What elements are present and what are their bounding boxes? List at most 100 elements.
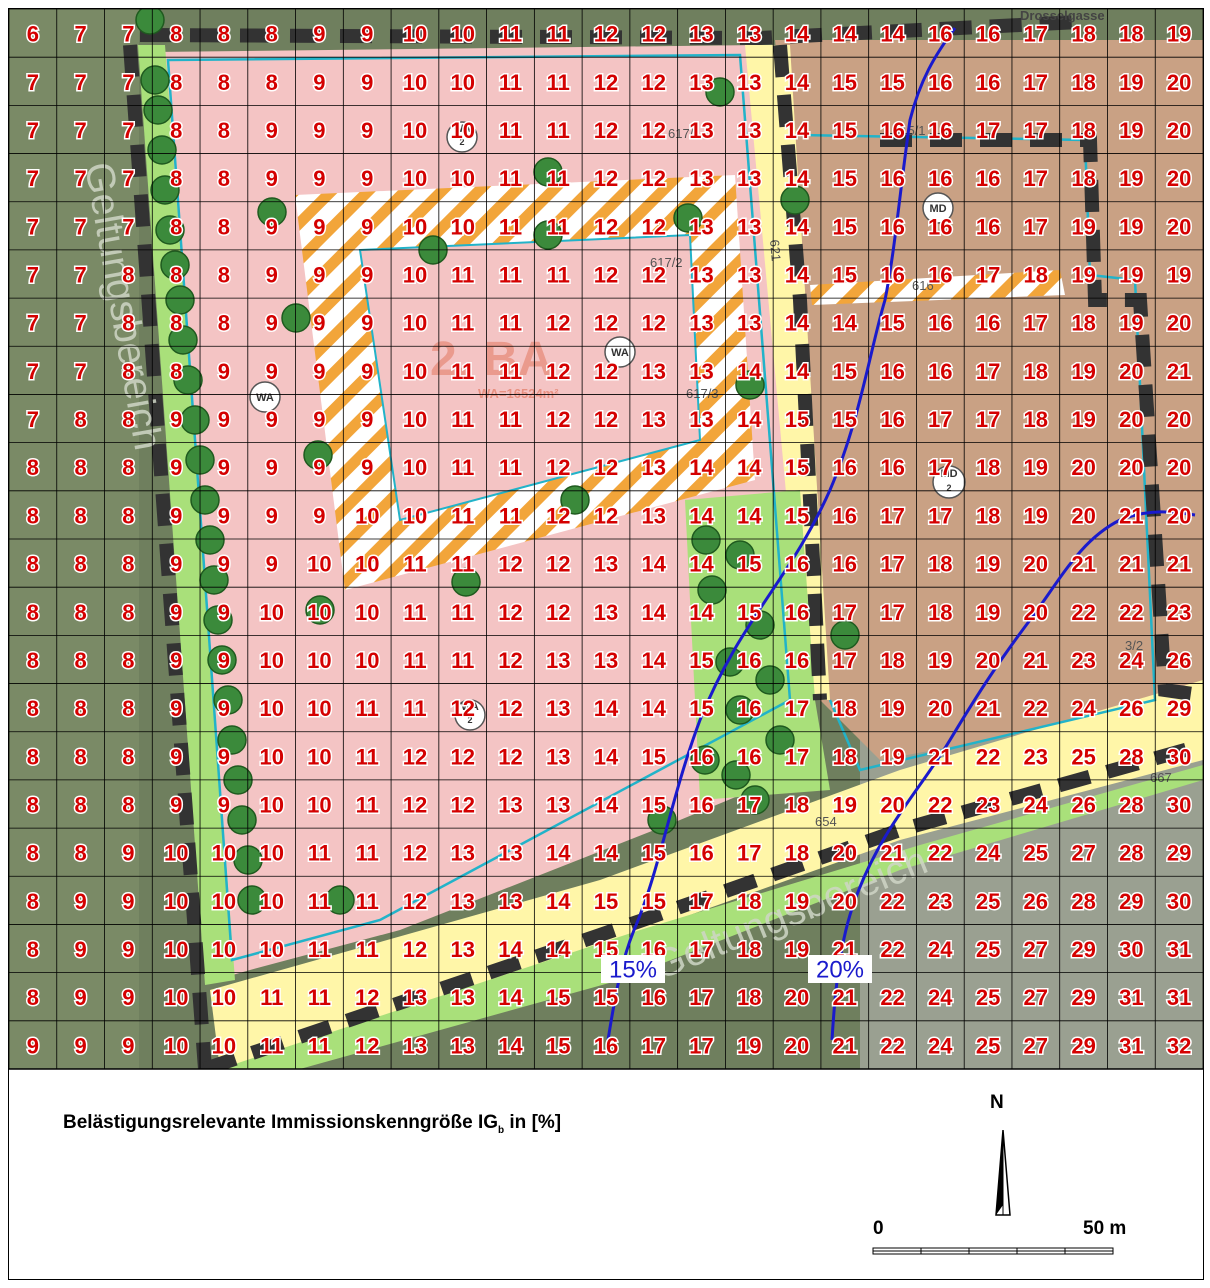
parcel-label: 616 xyxy=(912,278,934,293)
grid-cell-value: 10 xyxy=(259,937,283,962)
grid-cell-value: 11 xyxy=(356,793,379,818)
grid-cell-value: 12 xyxy=(355,985,379,1010)
grid-cell-value: 16 xyxy=(880,359,904,384)
grid-cell-value: 8 xyxy=(74,744,86,769)
grid-cell-value: 7 xyxy=(74,311,86,336)
grid-cell-value: 9 xyxy=(313,407,325,432)
zone-marker-wa-1: WA 2 xyxy=(446,121,478,153)
tree-icon xyxy=(173,365,203,395)
grid-cell-value: 16 xyxy=(737,696,761,721)
grid-cell-value: 13 xyxy=(689,118,713,143)
grid-cell-value: 16 xyxy=(880,118,904,143)
grid-cell-value: 14 xyxy=(642,648,667,673)
grid-cell-value: 17 xyxy=(976,407,1000,432)
grid-cell-value: 16 xyxy=(880,455,904,480)
grid-cell-value: 8 xyxy=(218,166,230,191)
grid-cell-value: 28 xyxy=(1119,841,1143,866)
grid-cell-value: 11 xyxy=(403,552,426,577)
grid-cell-value: 10 xyxy=(259,889,283,914)
grid-cell-value: 14 xyxy=(737,359,762,384)
grid-cell-value: 8 xyxy=(27,696,39,721)
grid-cell-value: 12 xyxy=(546,552,570,577)
grid-cell-value: 15 xyxy=(833,407,857,432)
grid-cell-value: 25 xyxy=(976,985,1000,1010)
grid-cell-value: 15 xyxy=(833,166,857,191)
grid-cell-value: 18 xyxy=(1119,22,1143,47)
grid-cell-value: 22 xyxy=(976,744,1000,769)
grid-cell-value: 21 xyxy=(833,985,857,1010)
grid-cell-value: 24 xyxy=(1024,793,1049,818)
tree-icon xyxy=(195,525,225,555)
grid-cell-value: 13 xyxy=(737,311,761,336)
grid-cell-value: 15 xyxy=(689,696,713,721)
tree-icon xyxy=(755,665,785,695)
grid-cell-value: 13 xyxy=(450,841,474,866)
grid-cell-value: 27 xyxy=(1024,985,1048,1010)
grid-cell-value: 22 xyxy=(1071,600,1095,625)
grid-cell-value: 22 xyxy=(928,793,952,818)
grid-cell-value: 7 xyxy=(27,166,39,191)
grid-cell-value: 18 xyxy=(1024,263,1048,288)
grid-cell-value: 17 xyxy=(1024,22,1048,47)
grid-cell-value: 17 xyxy=(1024,311,1048,336)
tree-icon xyxy=(325,885,355,915)
grid-cell-value: 13 xyxy=(737,70,761,95)
grid-cell-value: 11 xyxy=(547,118,570,143)
grid-cell-value: 15 xyxy=(833,214,857,239)
grid-cell-value: 10 xyxy=(164,889,188,914)
grid-cell-value: 10 xyxy=(307,696,331,721)
grid-cell-value: 18 xyxy=(976,455,1000,480)
grid-cell-value: 16 xyxy=(928,70,952,95)
grid-cell-value: 13 xyxy=(642,455,666,480)
tree-icon xyxy=(451,567,481,597)
grid-cell-value: 10 xyxy=(450,118,474,143)
grid-cell-value: 18 xyxy=(737,889,761,914)
tree-icon xyxy=(673,203,703,233)
grid-cell-value: 30 xyxy=(1167,793,1191,818)
grid-cell-value: 26 xyxy=(1071,793,1095,818)
grid-cell-value: 18 xyxy=(1071,70,1095,95)
grid-cell-value: 10 xyxy=(403,22,427,47)
grid-cell-value: 16 xyxy=(976,22,1000,47)
grid-cell-value: 10 xyxy=(403,166,427,191)
grid-cell-value: 15 xyxy=(642,841,666,866)
grid-cell-value: 12 xyxy=(594,22,618,47)
grid-cell-value: 19 xyxy=(1024,455,1048,480)
grid-cell-value: 13 xyxy=(689,70,713,95)
grid-cell-value: 12 xyxy=(403,841,427,866)
grid-cell-value: 9 xyxy=(266,552,278,577)
grid-cell-value: 7 xyxy=(74,214,86,239)
grid-cell-value: 23 xyxy=(928,889,952,914)
grid-cell-value: 14 xyxy=(689,455,714,480)
grid-cell-value: 13 xyxy=(642,503,666,528)
grid-cell-value: 8 xyxy=(218,311,230,336)
legend-title-unit: in [%] xyxy=(504,1112,562,1133)
grid-cell-value: 10 xyxy=(355,503,379,528)
north-arrow-icon xyxy=(995,1129,1011,1216)
grid-cell-value: 9 xyxy=(74,889,86,914)
grid-cell-value: 12 xyxy=(594,455,618,480)
grid-cell-value: 9 xyxy=(266,359,278,384)
grid-cell-value: 12 xyxy=(594,311,618,336)
grid-cell-value: 16 xyxy=(785,552,809,577)
grid-cell-value: 17 xyxy=(833,600,857,625)
zone-marker-md-2: MD 2 xyxy=(932,465,966,499)
grid-cell-value: 23 xyxy=(1167,600,1191,625)
tree-icon xyxy=(227,805,257,835)
grid-cell-value: 8 xyxy=(27,600,39,625)
grid-cell-value: 22 xyxy=(1119,600,1143,625)
grid-cell-value: 9 xyxy=(170,696,182,721)
grid-cell-value: 10 xyxy=(259,744,283,769)
grid-cell-value: 17 xyxy=(689,985,713,1010)
grid-cell-value: 8 xyxy=(27,937,39,962)
road-south xyxy=(210,680,1203,1069)
grid-cell-value: 17 xyxy=(785,744,809,769)
grid-cell-value: 16 xyxy=(689,841,713,866)
grid-cell-value: 15 xyxy=(642,744,666,769)
grid-cell-value: 8 xyxy=(170,22,182,47)
grid-cell-value: 20 xyxy=(833,841,857,866)
isoline-20 xyxy=(830,510,1196,1041)
grid-cell-value: 7 xyxy=(122,70,134,95)
tree-icon xyxy=(217,725,247,755)
grid-cell-value: 16 xyxy=(737,648,761,673)
